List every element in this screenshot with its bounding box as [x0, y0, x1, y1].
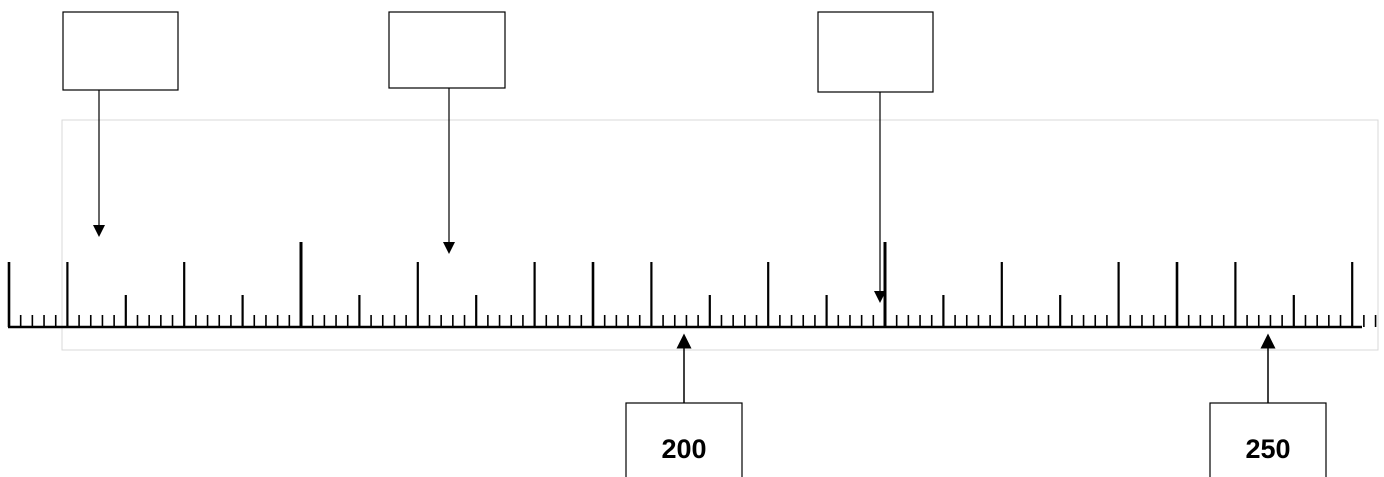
value-box — [1209, 402, 1327, 477]
value-box-label: 250 — [1245, 434, 1290, 464]
bottom-box-250: 250 — [1209, 402, 1327, 477]
tick-marks — [7, 242, 1377, 327]
top-box-1[interactable] — [62, 11, 179, 91]
answer-box[interactable] — [817, 11, 934, 93]
answer-box[interactable] — [62, 11, 179, 91]
top-box-3[interactable] — [817, 11, 934, 93]
value-box — [625, 402, 743, 477]
ruler-frame — [61, 119, 1379, 351]
answer-box[interactable] — [388, 11, 506, 89]
value-box-label: 200 — [661, 434, 706, 464]
top-box-2[interactable] — [388, 11, 506, 89]
bottom-box-200: 200 — [625, 402, 743, 477]
